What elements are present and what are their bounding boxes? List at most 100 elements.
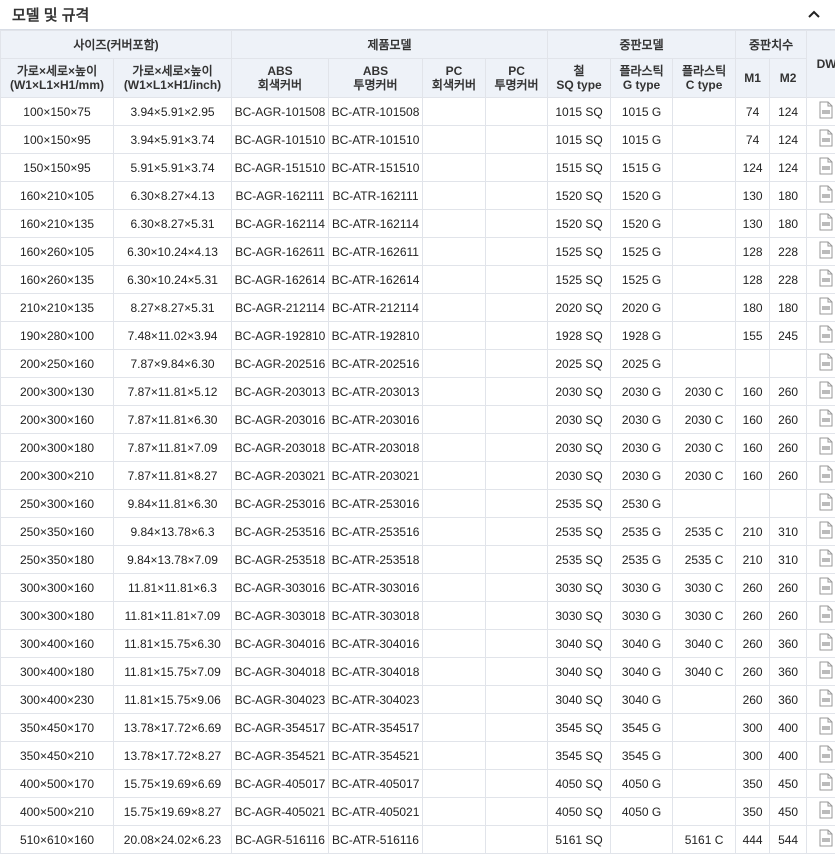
cell: 260 — [770, 574, 807, 602]
cell: BC-ATR-203013 — [329, 378, 423, 406]
collapse-toggle[interactable] — [807, 7, 821, 21]
cell: 3030 SQ — [548, 602, 611, 630]
dwg-icon[interactable] — [819, 521, 833, 539]
dwg-icon[interactable] — [819, 633, 833, 651]
empty-cell — [673, 490, 736, 518]
cell: 6.30×8.27×4.13 — [114, 182, 232, 210]
column-header-line: 플라스틱 — [611, 64, 672, 78]
dwg-icon[interactable] — [819, 717, 833, 735]
cell: 1520 SQ — [548, 182, 611, 210]
dwg-icon[interactable] — [819, 773, 833, 791]
cell: 130 — [736, 210, 770, 238]
dwg-cell — [807, 490, 835, 518]
cell: BC-ATR-101508 — [329, 98, 423, 126]
column-header: M1 — [736, 59, 770, 98]
cell: 210×210×135 — [1, 294, 114, 322]
cell: BC-AGR-304023 — [232, 686, 329, 714]
dwg-icon[interactable] — [819, 101, 833, 119]
dwg-icon[interactable] — [819, 829, 833, 847]
dwg-icon[interactable] — [819, 689, 833, 707]
dwg-icon[interactable] — [819, 661, 833, 679]
empty-cell — [486, 742, 548, 770]
cell: 2030 C — [673, 462, 736, 490]
cell: BC-AGR-162611 — [232, 238, 329, 266]
cell: 124 — [736, 154, 770, 182]
cell: 2030 SQ — [548, 378, 611, 406]
dwg-icon[interactable] — [819, 409, 833, 427]
dwg-icon[interactable] — [819, 157, 833, 175]
cell: 2535 SQ — [548, 546, 611, 574]
empty-cell — [423, 350, 486, 378]
empty-cell — [486, 406, 548, 434]
empty-cell — [673, 98, 736, 126]
dwg-icon[interactable] — [819, 241, 833, 259]
empty-cell — [736, 350, 770, 378]
dwg-icon[interactable] — [819, 577, 833, 595]
cell: 128 — [736, 238, 770, 266]
group-header: 사이즈(커버포함) — [1, 31, 232, 59]
dwg-icon[interactable] — [819, 269, 833, 287]
cell: BC-ATR-202516 — [329, 350, 423, 378]
dwg-icon[interactable] — [819, 185, 833, 203]
cell: 2020 G — [611, 294, 673, 322]
cell: BC-AGR-203013 — [232, 378, 329, 406]
cell: 2535 C — [673, 546, 736, 574]
cell: BC-AGR-405017 — [232, 770, 329, 798]
column-header-line: 투명커버 — [486, 78, 547, 92]
cell: 11.81×11.81×6.3 — [114, 574, 232, 602]
cell: 3.94×5.91×2.95 — [114, 98, 232, 126]
cell: 160 — [736, 462, 770, 490]
dwg-icon[interactable] — [819, 549, 833, 567]
cell: 6.30×8.27×5.31 — [114, 210, 232, 238]
dwg-icon[interactable] — [819, 437, 833, 455]
empty-cell — [770, 350, 807, 378]
empty-cell — [423, 434, 486, 462]
dwg-cell — [807, 686, 835, 714]
cell: BC-AGR-203018 — [232, 434, 329, 462]
empty-cell — [423, 182, 486, 210]
dwg-icon[interactable] — [819, 213, 833, 231]
cell: BC-ATR-203018 — [329, 434, 423, 462]
empty-cell — [423, 266, 486, 294]
empty-cell — [423, 518, 486, 546]
dwg-icon[interactable] — [819, 353, 833, 371]
cell: 1515 SQ — [548, 154, 611, 182]
cell: BC-AGR-101508 — [232, 98, 329, 126]
cell: BC-ATR-516116 — [329, 826, 423, 854]
empty-cell — [486, 546, 548, 574]
dwg-icon[interactable] — [819, 381, 833, 399]
cell: 15.75×19.69×8.27 — [114, 798, 232, 826]
dwg-icon[interactable] — [819, 493, 833, 511]
empty-cell — [673, 798, 736, 826]
dwg-cell — [807, 350, 835, 378]
empty-cell — [423, 406, 486, 434]
dwg-icon[interactable] — [819, 129, 833, 147]
cell: BC-AGR-192810 — [232, 322, 329, 350]
dwg-icon[interactable] — [819, 325, 833, 343]
cell: BC-AGR-304018 — [232, 658, 329, 686]
cell: BC-ATR-253516 — [329, 518, 423, 546]
cell: BC-ATR-162611 — [329, 238, 423, 266]
dwg-icon[interactable] — [819, 801, 833, 819]
dwg-icon[interactable] — [819, 297, 833, 315]
dwg-cell — [807, 770, 835, 798]
empty-cell — [486, 826, 548, 854]
dwg-cell — [807, 546, 835, 574]
cell: BC-AGR-253016 — [232, 490, 329, 518]
empty-cell — [486, 602, 548, 630]
empty-cell — [486, 434, 548, 462]
cell: BC-ATR-354517 — [329, 714, 423, 742]
dwg-icon[interactable] — [819, 605, 833, 623]
cell: 400 — [770, 742, 807, 770]
dwg-cell — [807, 742, 835, 770]
dwg-icon[interactable] — [819, 465, 833, 483]
cell: 2030 C — [673, 406, 736, 434]
dwg-icon[interactable] — [819, 745, 833, 763]
